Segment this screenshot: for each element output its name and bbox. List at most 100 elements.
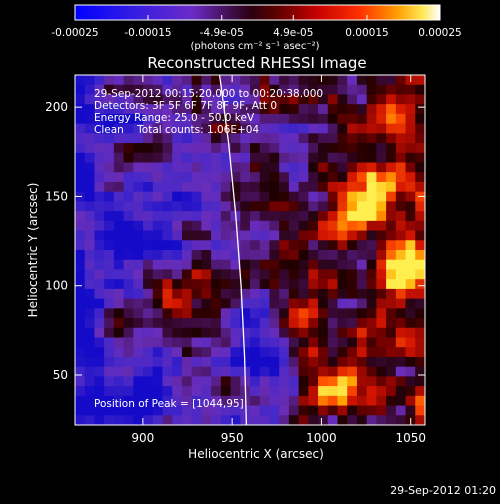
heatmap-cell [230,386,241,397]
heatmap-cell [152,395,163,407]
heatmap-cell [94,104,105,115]
heatmap-cell [143,133,154,144]
heatmap-cell [337,376,348,387]
heatmap-cell [288,104,300,115]
heatmap-cell [240,113,251,125]
heatmap-cell [133,259,144,270]
heatmap-cell [298,386,309,397]
heatmap-cell [318,133,329,144]
heatmap-cell [366,230,377,241]
heatmap-cell [250,172,261,183]
heatmap-cell [191,94,202,105]
heatmap-cell [201,75,212,86]
heatmap-cell [152,279,163,290]
heatmap-cell [337,230,348,241]
heatmap-cell [405,386,416,397]
heatmap-cell [337,143,348,154]
info-detectors: Detectors: 3F 5F 6F 7F 8F 9F, Att 0 [94,100,277,112]
heatmap-cell [395,220,407,232]
heatmap-cell [220,220,232,232]
y-axis-ticks: 50 100 150 200 [45,100,425,382]
heatmap-cell [162,240,173,251]
heatmap-cell [181,327,193,338]
heatmap-cell [347,327,358,338]
heatmap-cell [288,181,300,193]
heatmap-cell [318,318,329,329]
heatmap-cell [376,337,387,348]
heatmap-cell [230,269,241,280]
heatmap-cell [191,298,202,309]
heatmap-cell [279,133,290,144]
heatmap-cell [230,220,241,232]
heatmap-cell [308,143,319,154]
heatmap-cell [386,395,397,407]
heatmap-cell [172,94,183,105]
heatmap-cell [211,133,222,144]
heatmap-cell [327,75,338,86]
heatmap-cell [113,211,125,222]
heatmap-cell [327,123,338,134]
heatmap-cell [201,104,212,115]
heatmap-cell [123,152,134,163]
heatmap-cell [288,84,300,95]
heatmap-cell [104,191,115,202]
heatmap-cell [230,279,241,290]
heatmap-cell [143,172,154,183]
heatmap-cell [405,376,416,387]
heatmap-cell [376,250,387,261]
heatmap-cell [75,347,86,358]
heatmap-cell [240,104,251,115]
heatmap-cell [386,152,397,163]
heatmap-cell [288,259,300,270]
heatmap-cell [327,152,338,163]
heatmap-cell [181,162,193,173]
heatmap-cell [269,201,280,212]
heatmap-cell [298,240,309,251]
heatmap-cell [318,220,329,232]
heatmap-cell [347,152,358,163]
heatmap-cell [211,327,222,338]
heatmap-cell [152,84,163,95]
heatmap-cell [269,356,280,368]
heatmap-cell [113,143,125,154]
heatmap-cell [75,415,86,426]
heatmap-cell [298,133,309,144]
heatmap-cell [415,288,426,300]
heatmap-cell [211,356,222,368]
heatmap-cell [395,181,407,193]
heatmap-cell [366,308,377,319]
heatmap-cell [250,395,261,407]
heatmap-cell [298,288,309,300]
heatmap-cell [366,143,377,154]
heatmap-cell [288,288,300,300]
heatmap-cell [415,415,426,426]
heatmap-cell [318,279,329,290]
heatmap-cell [298,356,309,368]
heatmap-cell [94,113,105,125]
heatmap-cell [347,113,358,125]
heatmap-cell [181,318,193,329]
heatmap-cell [94,308,105,319]
heatmap-cell [259,395,270,407]
heatmap-cell [415,172,426,183]
heatmap-cell [366,94,377,105]
heatmap-cell [191,104,202,115]
heatmap-cell [123,172,134,183]
heatmap-cell [240,152,251,163]
heatmap-cell [230,84,241,95]
heatmap-cell [162,327,173,338]
heatmap-cell [327,162,338,173]
heatmap-cell [220,201,232,212]
heatmap-cell [75,84,86,95]
heatmap-cell [104,143,115,154]
heatmap-cell [211,220,222,232]
heatmap-cell [123,308,134,319]
heatmap-cell [259,240,270,251]
heatmap-cell [308,405,319,416]
heatmap-cell [405,94,416,105]
heatmap-cell [104,230,115,241]
heatmap-cell [123,327,134,338]
heatmap-cell [230,201,241,212]
heatmap-cell [191,84,202,95]
heatmap-cell [318,94,329,105]
